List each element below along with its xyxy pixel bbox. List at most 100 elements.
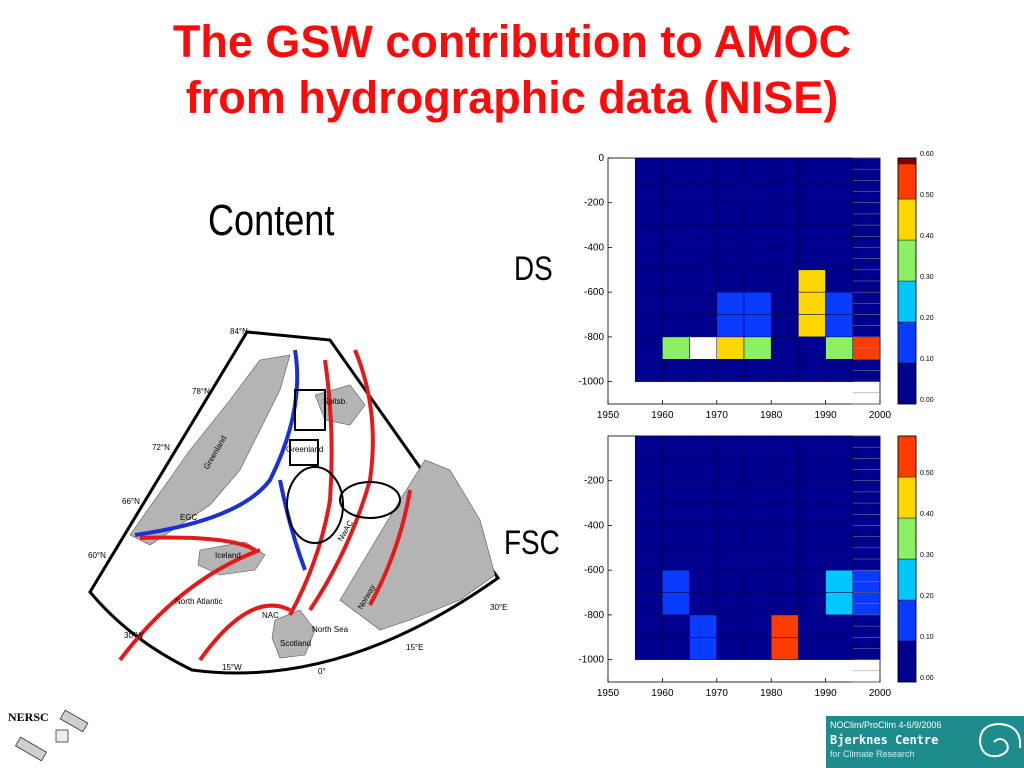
fsc-colorbar-label: 0.00 <box>920 675 934 682</box>
scotland-land <box>271 609 316 659</box>
fsc-ytick-label: -200 <box>584 476 604 487</box>
ds-cell <box>770 336 799 360</box>
place-scotland: Scotland <box>280 639 311 648</box>
fsc-colorbar-segment <box>897 599 917 642</box>
fsc-colorbar-label: 0.50 <box>920 470 934 477</box>
ds-ytick-label: -200 <box>584 198 604 209</box>
fsc-cell <box>825 637 854 660</box>
ds-cell <box>798 247 826 271</box>
warm-currents <box>118 349 412 662</box>
ds-cell <box>798 180 826 203</box>
ds-cell <box>716 359 745 382</box>
ds-heatmap-chart: 1950 1960 1970 1980 1990 2000 0 -200 -400 -600 -80… <box>578 151 934 421</box>
fsc-cell <box>716 637 745 660</box>
ds-colorbar-segment <box>897 239 917 282</box>
fsc-cell <box>798 547 826 571</box>
place-north-sea: North Sea <box>312 625 349 634</box>
bjerknes-name: Bjerknes Centre <box>830 733 939 747</box>
fsc-label: FSC <box>504 524 560 562</box>
ds-cell <box>798 314 826 338</box>
fsc-cell <box>743 458 772 481</box>
lon-label-15w: 15°W <box>222 663 242 672</box>
fsc-ytick-label: -400 <box>584 520 604 531</box>
place-north-atlantic: North Atlantic <box>175 597 223 606</box>
fsc-cell <box>825 435 854 459</box>
fsc-cell <box>634 525 663 549</box>
ds-cell <box>743 247 772 271</box>
fsc-cell <box>716 502 745 526</box>
fsc-cell <box>662 637 690 660</box>
ds-colorbar-segment <box>897 157 917 165</box>
fsc-cell <box>662 592 690 616</box>
content-label: Content <box>208 196 335 245</box>
fsc-colorbar-label: 0.30 <box>920 552 934 559</box>
fsc-xtick-label: 2000 <box>869 688 892 699</box>
ds-cell <box>743 314 772 338</box>
fsc-xtick-label: 1990 <box>814 688 837 699</box>
ds-cell <box>770 180 799 203</box>
fsc-cell <box>634 569 663 593</box>
fsc-cell <box>798 480 826 504</box>
fsc-xtick-label: 1980 <box>760 688 783 699</box>
fsc-xtick-label: 1950 <box>597 688 620 699</box>
ds-cell <box>743 336 772 360</box>
ds-colorbar-label: 0.40 <box>920 233 934 240</box>
ds-cell <box>662 359 690 382</box>
fsc-colorbar-frame <box>897 435 917 683</box>
lon-label-0: 0° <box>318 667 326 676</box>
fsc-cell <box>716 592 745 616</box>
ds-xtick-label: 1970 <box>706 410 729 421</box>
lon-label-15e: 15°E <box>406 643 423 652</box>
fsc-cell <box>743 525 772 549</box>
ds-cell <box>825 202 854 226</box>
ds-cell <box>716 224 745 248</box>
ds-cell <box>825 314 854 338</box>
ds-cell <box>689 180 718 203</box>
fsc-colorbar-label: 0.40 <box>920 511 934 518</box>
ds-cell <box>689 336 718 360</box>
fsc-cell <box>634 547 663 571</box>
ds-cell <box>662 314 690 338</box>
fsc-cell <box>743 435 772 459</box>
ds-xtick-label: 2000 <box>869 410 892 421</box>
fsc-cell <box>825 480 854 504</box>
fsc-cell <box>825 614 854 638</box>
ds-cell <box>743 202 772 226</box>
fsc-cell <box>743 480 772 504</box>
ds-cell <box>634 224 663 248</box>
ds-ytick-label: -800 <box>584 332 604 343</box>
fsc-cell <box>798 435 826 459</box>
ds-cell <box>798 359 826 382</box>
title-line-2: from hydrographic data (NISE) <box>185 72 839 123</box>
fsc-cell <box>634 592 663 616</box>
fsc-cell <box>798 614 826 638</box>
ds-colorbar-segment <box>897 198 917 241</box>
lon-label-30w: 30°W <box>124 631 144 640</box>
fsc-cell <box>634 502 663 526</box>
fsc-cell <box>798 592 826 616</box>
ds-cell <box>798 157 826 181</box>
fsc-cell <box>689 480 718 504</box>
fsc-cell <box>716 435 745 459</box>
bjerknes-logo: NOClim/ProClim 4-6/9/2006 Bjerknes Centr… <box>826 716 1024 768</box>
ds-colorbar-label: 0.00 <box>920 397 934 404</box>
lat-label-72: 72°N <box>152 443 170 452</box>
ds-ytick-label: 0 <box>598 153 604 164</box>
ds-cell <box>743 269 772 293</box>
fsc-cell <box>825 569 854 593</box>
ds-cell <box>770 291 799 315</box>
ds-cell <box>634 314 663 338</box>
ds-cell <box>689 359 718 382</box>
ds-cell <box>825 291 854 315</box>
fsc-cell <box>716 458 745 481</box>
fsc-cell <box>662 458 690 481</box>
ds-cell <box>825 247 854 271</box>
ds-cell <box>689 224 718 248</box>
fsc-cell <box>770 458 799 481</box>
title-line-1: The GSW contribution to AMOC <box>172 16 852 67</box>
ds-cell <box>662 180 690 203</box>
fsc-cell <box>798 569 826 593</box>
fsc-colorbar-segment <box>897 640 917 683</box>
ds-cell <box>716 336 745 360</box>
ds-cell <box>743 291 772 315</box>
